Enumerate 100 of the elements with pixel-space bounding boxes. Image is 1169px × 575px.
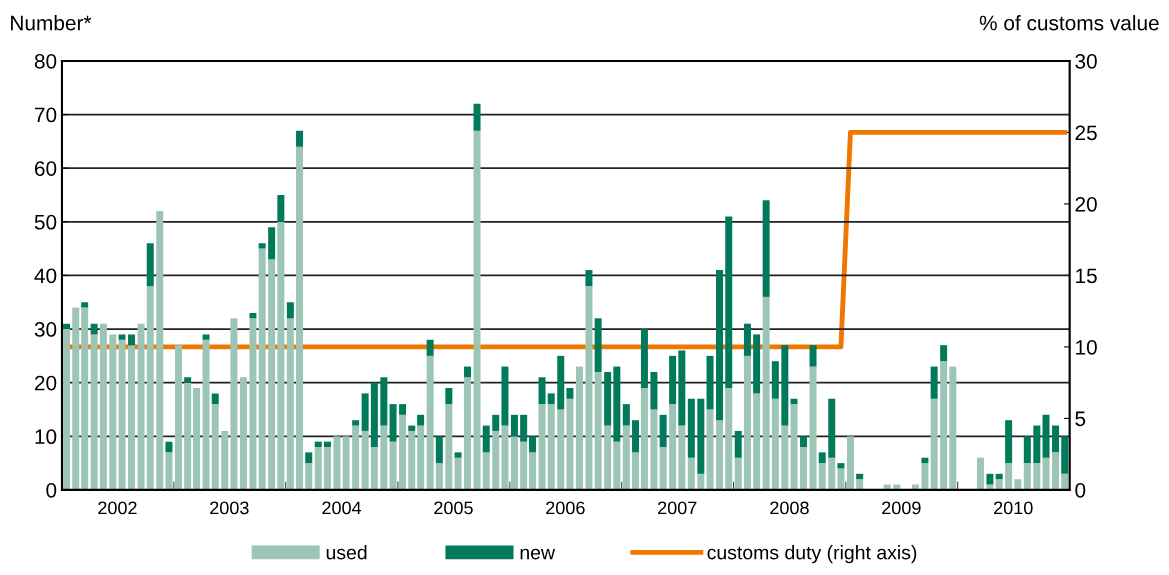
bar [1052, 425, 1060, 453]
bar [323, 441, 331, 447]
bar [286, 302, 294, 319]
bar [426, 355, 434, 490]
x-tick-label: 2004 [322, 501, 362, 515]
bar [399, 404, 407, 415]
bar [510, 436, 518, 490]
bar [771, 398, 779, 490]
bar [640, 329, 648, 389]
bar [501, 425, 509, 490]
x-tick-label: 2005 [434, 501, 473, 515]
y2-tick-label: 30 [1075, 53, 1097, 69]
bar [268, 259, 276, 490]
bar [538, 377, 546, 405]
bar [128, 345, 136, 490]
bar [640, 388, 648, 490]
bar [249, 318, 257, 490]
bar [921, 457, 929, 464]
bar [211, 404, 219, 490]
bar [566, 398, 574, 490]
bar [762, 200, 770, 297]
bar [1061, 473, 1069, 490]
bar [529, 452, 537, 490]
y2-tick-label: 15 [1076, 268, 1097, 284]
bar [118, 334, 126, 340]
y2-tick-label: 5 [1075, 411, 1086, 427]
bar [277, 195, 285, 222]
bar [417, 425, 425, 490]
y-tick-label: 80 [34, 53, 57, 69]
bar [622, 404, 630, 426]
y-tick-label: 70 [34, 107, 57, 123]
bar [743, 355, 751, 490]
bar [837, 468, 845, 490]
bar [1005, 420, 1013, 464]
bar [650, 409, 658, 490]
bar [790, 404, 798, 490]
bar [454, 457, 462, 490]
bar [63, 323, 71, 330]
bar [594, 318, 602, 372]
y2-axis-title: % of customs value [979, 15, 1159, 31]
bar [417, 414, 425, 426]
bar [697, 398, 705, 474]
bar [473, 103, 481, 131]
bar [837, 463, 845, 469]
bar [99, 323, 107, 490]
bar [771, 361, 779, 399]
bar [1042, 457, 1050, 490]
bar [659, 447, 667, 490]
bar [669, 404, 677, 490]
bar [800, 436, 808, 447]
y-tick-label: 20 [34, 375, 57, 391]
y2-tick-label: 20 [1075, 196, 1097, 212]
bar [81, 302, 89, 308]
bar [800, 447, 808, 490]
legend-label: used [326, 545, 367, 560]
bar [473, 130, 481, 490]
y-tick-label: 10 [35, 429, 57, 445]
bar [90, 323, 98, 335]
bar [202, 334, 210, 340]
bar [520, 414, 528, 442]
bar [435, 463, 443, 490]
bar [716, 270, 724, 421]
bar [687, 457, 695, 490]
bar [109, 334, 117, 490]
x-tick-label: 2008 [770, 501, 809, 515]
x-tick-label: 2006 [546, 501, 585, 515]
bar [361, 393, 369, 431]
bar [146, 286, 154, 490]
bar [846, 436, 854, 490]
bar [604, 425, 612, 490]
bar [557, 409, 565, 490]
bar [165, 452, 173, 490]
bar [781, 425, 789, 490]
bar [930, 366, 938, 399]
bar [174, 345, 182, 490]
bar [809, 366, 817, 490]
bar [314, 441, 322, 447]
bar [268, 227, 276, 260]
bar [408, 430, 416, 490]
bar [1033, 463, 1041, 490]
bar [128, 334, 136, 346]
bar [352, 420, 360, 426]
bar [305, 463, 313, 490]
bar [137, 323, 145, 490]
bar [445, 388, 453, 405]
y2-tick-label: 0 [1075, 482, 1086, 498]
bar [706, 409, 714, 490]
bar [156, 211, 164, 490]
x-tick-label: 2010 [994, 501, 1033, 515]
bar [1042, 414, 1050, 458]
bar [585, 286, 593, 490]
y-tick-label: 50 [34, 214, 57, 230]
bar [687, 398, 695, 458]
bar [454, 452, 462, 458]
bar [277, 221, 285, 490]
bar [940, 345, 948, 362]
x-tick-label: 2009 [882, 501, 921, 515]
bar [1023, 436, 1031, 464]
bar [781, 345, 789, 426]
bar [333, 436, 341, 490]
